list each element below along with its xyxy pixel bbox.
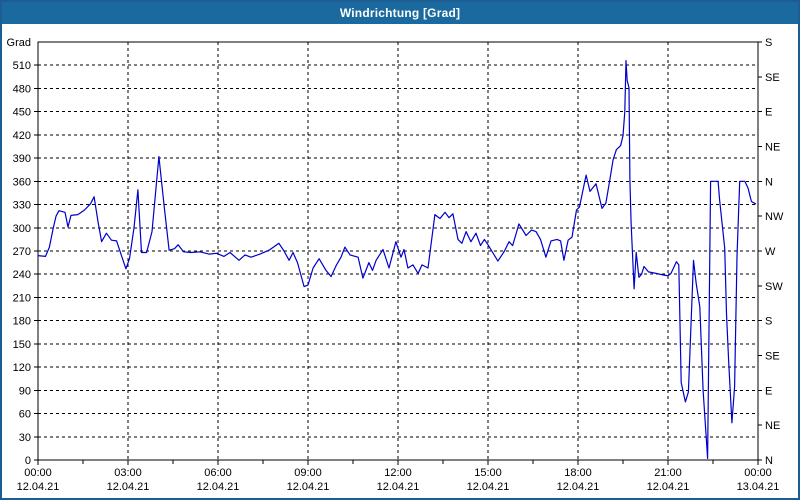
gridlines — [38, 42, 758, 460]
compass-label: NE — [765, 420, 780, 432]
y-left-tick-label: 0 — [25, 455, 31, 467]
compass-label: NE — [765, 142, 780, 154]
compass-label: E — [765, 385, 772, 397]
wind-direction-line — [37, 59, 757, 460]
y-left-tick-label: 270 — [13, 246, 31, 258]
axis-labels: 0 30 60 90 120 150 180 210 240 270 300 330 360 390 420… — [7, 37, 784, 493]
y-left-tick-label: 510 — [13, 60, 31, 72]
y-left-tick-label: 60 — [19, 409, 31, 421]
y-left-tick-label: 300 — [13, 223, 31, 235]
x-date-label: 12.04.21 — [557, 481, 600, 493]
compass-label: N — [765, 176, 773, 188]
y-left-tick-label: 120 — [13, 362, 31, 374]
compass-label: SE — [765, 351, 780, 363]
compass-label: SE — [765, 72, 780, 84]
x-date-label: 12.04.21 — [287, 481, 330, 493]
x-date-label: 12.04.21 — [197, 481, 240, 493]
window-title: Windrichtung [Grad] — [339, 6, 461, 20]
x-time-label: 09:00 — [294, 467, 322, 479]
compass-label: SW — [765, 281, 783, 293]
compass-label: S — [765, 37, 772, 49]
x-time-label: 12:00 — [384, 467, 412, 479]
window-titlebar[interactable]: Windrichtung [Grad] — [2, 2, 798, 24]
x-date-label: 12.04.21 — [647, 481, 690, 493]
y-left-tick-label: 480 — [13, 83, 31, 95]
x-time-label: 18:00 — [564, 467, 592, 479]
x-time-label: 06:00 — [204, 467, 232, 479]
y-left-tick-label: 450 — [13, 107, 31, 119]
x-time-label: 15:00 — [474, 467, 502, 479]
y-left-tick-label: 330 — [13, 200, 31, 212]
y-left-tick-label: 390 — [13, 153, 31, 165]
compass-label: NW — [765, 211, 784, 223]
y-left-tick-label: 150 — [13, 339, 31, 351]
x-date-label: 12.04.21 — [377, 481, 420, 493]
x-time-label: 21:00 — [654, 467, 682, 479]
y-left-tick-label: 30 — [19, 432, 31, 444]
x-time-label: 03:00 — [114, 467, 142, 479]
y-left-tick-label: 210 — [13, 292, 31, 304]
x-date-label: 12.04.21 — [107, 481, 150, 493]
compass-label: N — [765, 455, 773, 467]
x-date-label: 13.04.21 — [737, 481, 780, 493]
y-axis-unit-label: Grad — [7, 37, 31, 49]
y-left-tick-label: 180 — [13, 316, 31, 328]
x-date-label: 12.04.21 — [17, 481, 60, 493]
compass-label: W — [765, 246, 776, 258]
axes — [34, 41, 762, 465]
x-time-label: 00:00 — [744, 467, 772, 479]
chart-region: 0 30 60 90 120 150 180 210 240 270 300 330 360 390 420… — [2, 24, 798, 498]
y-left-tick-label: 90 — [19, 385, 31, 397]
y-left-tick-label: 240 — [13, 269, 31, 281]
y-left-tick-label: 360 — [13, 176, 31, 188]
compass-label: S — [765, 316, 772, 328]
x-time-label: 00:00 — [24, 467, 52, 479]
wind-direction-chart: 0 30 60 90 120 150 180 210 240 270 300 330 360 390 420… — [7, 37, 784, 493]
compass-label: E — [765, 107, 772, 119]
x-date-label: 12.04.21 — [467, 481, 510, 493]
y-left-tick-label: 420 — [13, 130, 31, 142]
